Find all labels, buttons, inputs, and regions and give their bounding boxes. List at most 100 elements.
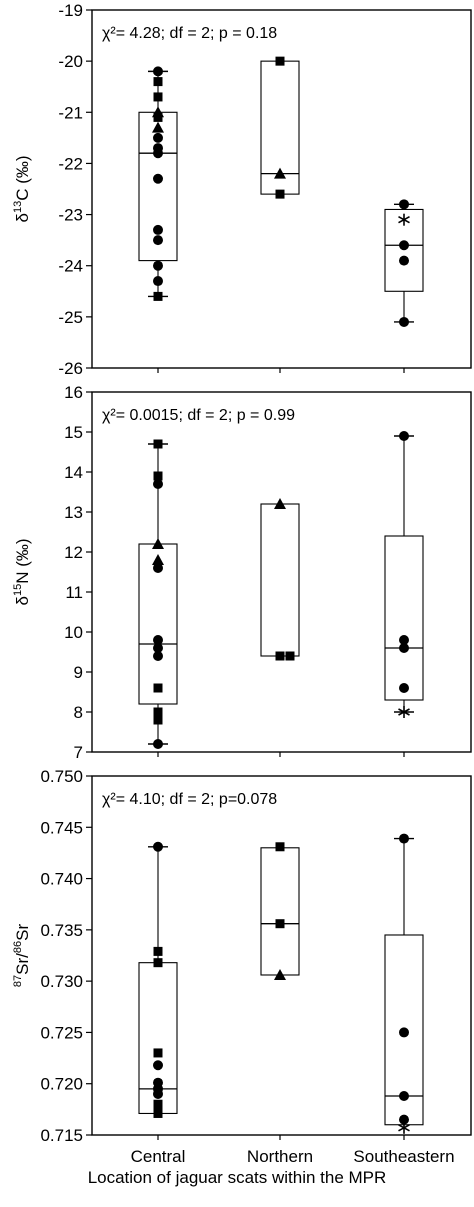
y-tick-label: 11 xyxy=(65,583,83,602)
data-point-circle xyxy=(399,1027,409,1038)
data-point-circle xyxy=(153,841,163,852)
data-point-square xyxy=(275,189,285,199)
y-tick-label: -25 xyxy=(58,308,83,327)
data-point-triangle xyxy=(152,538,164,549)
stats-annotation: χ²= 4.10; df = 2; p=0.078 xyxy=(102,791,277,808)
data-point-square xyxy=(153,92,163,102)
data-point-triangle xyxy=(274,968,286,980)
y-tick-label: 0.730 xyxy=(40,972,83,991)
data-point-circle xyxy=(399,240,409,251)
data-point-star xyxy=(398,213,410,226)
data-point-circle xyxy=(153,479,163,489)
data-point-circle xyxy=(399,431,409,441)
data-point-square xyxy=(275,56,285,66)
data-point-circle xyxy=(399,683,409,693)
y-tick-label: 8 xyxy=(74,703,83,722)
y-tick-label: 9 xyxy=(74,663,83,682)
data-point-triangle xyxy=(152,121,164,133)
data-point-circle xyxy=(153,1060,163,1071)
data-point-square xyxy=(275,919,285,929)
y-tick-label: -22 xyxy=(58,154,83,173)
y-tick-label: 15 xyxy=(64,423,83,442)
plot-frame xyxy=(91,775,472,1136)
data-point-square xyxy=(153,946,163,956)
data-point-circle xyxy=(153,132,163,143)
y-axis-label: 87Sr/86Sr xyxy=(12,924,32,988)
y-tick-label: 13 xyxy=(64,503,83,522)
data-point-circle xyxy=(153,235,163,246)
data-point-star xyxy=(398,706,410,718)
data-point-square xyxy=(153,1048,163,1058)
data-point-triangle xyxy=(152,554,164,565)
data-point-circle xyxy=(153,148,163,159)
y-tick-label: 0.720 xyxy=(40,1075,83,1094)
y-tick-label: 12 xyxy=(64,543,83,562)
y-tick-label: -23 xyxy=(58,206,83,225)
data-point-circle xyxy=(399,643,409,653)
data-point-circle xyxy=(153,276,163,287)
data-point-circle xyxy=(153,260,163,271)
y-tick-label: -20 xyxy=(58,52,83,71)
data-point-triangle xyxy=(274,498,286,509)
data-point-star xyxy=(398,1121,410,1134)
y-axis-label: δ13C (‰) xyxy=(12,155,32,222)
data-point-square xyxy=(275,842,285,852)
data-point-square xyxy=(153,77,163,87)
data-point-triangle xyxy=(274,167,286,179)
data-point-circle xyxy=(153,224,163,235)
data-point-square xyxy=(153,112,163,122)
data-point-circle xyxy=(399,255,409,266)
y-tick-label: 7 xyxy=(74,743,83,762)
data-point-circle xyxy=(153,1088,163,1099)
y-tick-label: 16 xyxy=(64,383,83,402)
y-tick-label: 0.715 xyxy=(40,1126,83,1145)
data-point-circle xyxy=(399,635,409,645)
y-axis-label: δ15N (‰) xyxy=(12,538,32,605)
y-tick-label: -19 xyxy=(58,1,83,20)
data-point-square xyxy=(153,1099,163,1109)
data-point-circle xyxy=(153,563,163,573)
y-tick-label: 0.750 xyxy=(40,767,83,786)
x-tick-label: Southeastern xyxy=(353,1147,454,1166)
data-point-circle xyxy=(153,66,163,77)
data-point-square xyxy=(153,707,163,717)
data-point-circle xyxy=(399,1114,409,1125)
data-point-square xyxy=(153,958,163,968)
y-tick-label: 10 xyxy=(64,623,83,642)
y-tick-label: 0.725 xyxy=(40,1023,83,1042)
data-point-circle xyxy=(153,635,163,645)
data-point-circle xyxy=(153,651,163,661)
data-point-square xyxy=(153,715,163,725)
y-tick-label: -24 xyxy=(58,257,83,276)
x-axis-title: Location of jaguar scats within the MPR xyxy=(87,1168,387,1187)
stats-annotation: χ²= 4.28; df = 2; p = 0.18 xyxy=(102,25,277,42)
y-tick-label: -26 xyxy=(58,359,83,378)
data-point-circle xyxy=(153,173,163,184)
data-point-circle xyxy=(153,739,163,749)
stats-annotation: χ²= 0.0015; df = 2; p = 0.99 xyxy=(102,407,295,424)
data-point-square xyxy=(275,651,285,661)
data-point-square xyxy=(153,291,163,301)
data-point-circle xyxy=(399,1091,409,1102)
data-point-square xyxy=(153,1108,163,1118)
box xyxy=(384,535,424,701)
x-tick-label: Central xyxy=(131,1147,186,1166)
data-point-square xyxy=(153,683,163,693)
data-point-circle xyxy=(399,833,409,844)
y-tick-label: 14 xyxy=(64,463,83,482)
box xyxy=(260,503,300,657)
data-point-circle xyxy=(399,199,409,210)
data-point-circle xyxy=(399,316,409,327)
y-tick-label: 0.735 xyxy=(40,921,83,940)
plot-frame xyxy=(91,391,472,753)
data-point-circle xyxy=(153,643,163,653)
y-tick-label: -21 xyxy=(58,103,83,122)
data-point-square xyxy=(153,471,163,481)
plot-frame xyxy=(91,9,472,369)
x-tick-label: Northern xyxy=(247,1147,313,1166)
data-point-square xyxy=(153,439,163,449)
box xyxy=(260,847,300,976)
y-tick-label: 0.740 xyxy=(40,870,83,889)
